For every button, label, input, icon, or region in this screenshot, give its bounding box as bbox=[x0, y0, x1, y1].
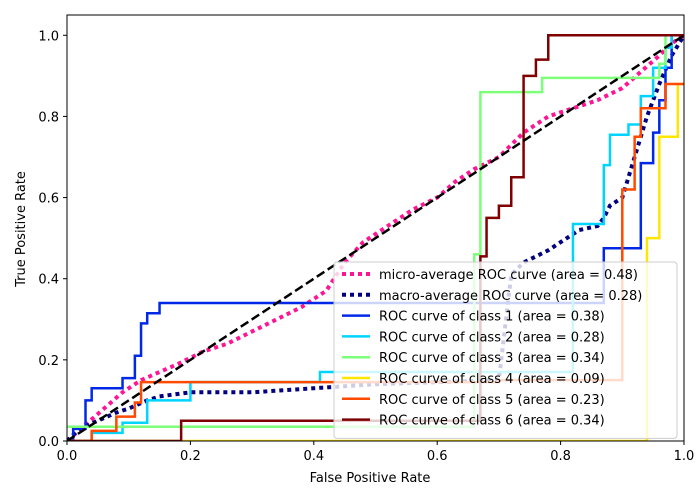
x-tick-label: 1.0 bbox=[674, 449, 695, 464]
legend-label: ROC curve of class 1 (area = 0.38) bbox=[379, 310, 605, 325]
series-line-0 bbox=[67, 33, 684, 441]
y-tick-label: 1.0 bbox=[38, 29, 59, 44]
legend-label: ROC curve of class 3 (area = 0.34) bbox=[379, 351, 605, 366]
x-tick-label: 0.0 bbox=[57, 449, 78, 464]
y-tick-label: 0.8 bbox=[38, 110, 59, 125]
y-tick-label: 0.4 bbox=[38, 273, 59, 288]
x-tick-label: 0.8 bbox=[550, 449, 571, 464]
legend-label: macro-average ROC curve (area = 0.28) bbox=[379, 289, 642, 304]
legend-label: ROC curve of class 2 (area = 0.28) bbox=[379, 330, 605, 345]
legend: micro-average ROC curve (area = 0.48) mac… bbox=[333, 261, 678, 439]
legend-label: ROC curve of class 4 (area = 0.09) bbox=[379, 372, 605, 387]
x-tick-label: 0.2 bbox=[180, 449, 201, 464]
legend-label: micro-average ROC curve (area = 0.48) bbox=[379, 268, 638, 283]
x-tick-label: 0.6 bbox=[427, 449, 448, 464]
y-axis-label: True Positive Rate bbox=[14, 171, 29, 288]
y-tick-label: 0.0 bbox=[38, 435, 59, 450]
legend-box bbox=[333, 261, 678, 439]
series-line-1 bbox=[67, 34, 684, 441]
chance-diagonal-line bbox=[67, 34, 684, 441]
legend-label: ROC curve of class 6 (area = 0.34) bbox=[379, 414, 605, 429]
y-tick-label: 0.6 bbox=[38, 192, 59, 207]
y-tick-label: 0.2 bbox=[38, 354, 59, 369]
axes-frame bbox=[66, 14, 685, 442]
series-line-2 bbox=[67, 34, 684, 441]
x-axis-label: False Positive Rate bbox=[310, 471, 431, 486]
x-tick-label: 0.4 bbox=[303, 449, 324, 464]
series-line-5 bbox=[67, 82, 684, 441]
axes-group: 0.0 0.2 0.4 0.6 0.8 1.0 0.0 0.2 0.4 0.6 0.8 1.0 bbox=[38, 14, 695, 464]
legend-label: ROC curve of class 5 (area = 0.23) bbox=[379, 393, 605, 408]
